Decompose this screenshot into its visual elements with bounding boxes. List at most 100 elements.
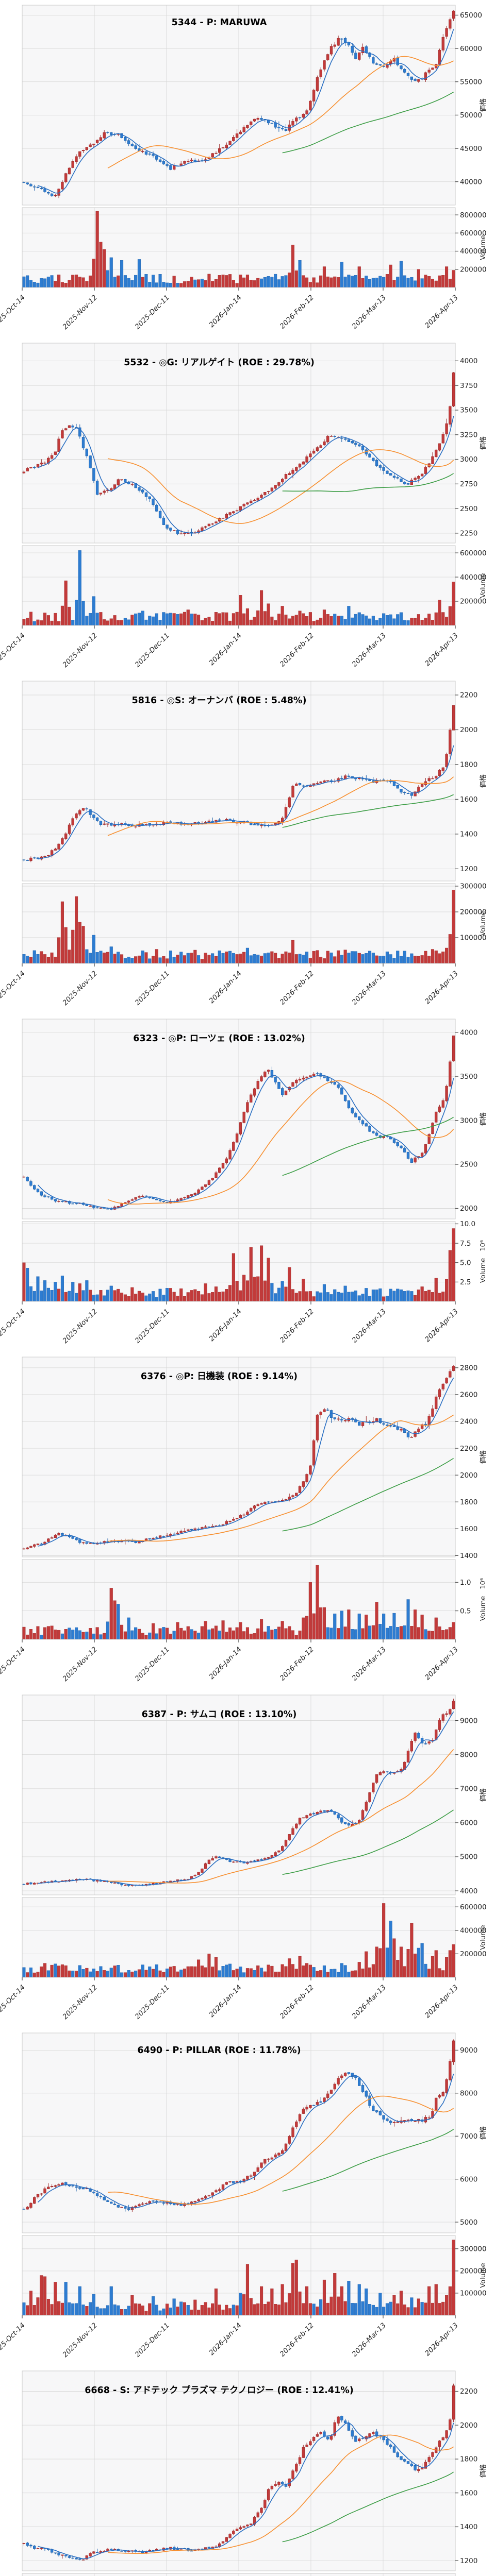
svg-text:2250: 2250	[460, 530, 477, 538]
svg-text:100000: 100000	[460, 934, 487, 942]
stock-chart-6668: 6668 - S: アドテック プラズマ テクノロジー (ROE : 12.41…	[0, 2366, 495, 2576]
svg-text:400000: 400000	[460, 1927, 487, 1935]
svg-text:2026-Jan-14: 2026-Jan-14	[207, 2321, 243, 2357]
svg-text:Volume 10⁶: Volume 10⁶	[480, 1240, 487, 1283]
svg-text:6000: 6000	[460, 1819, 477, 1827]
stock-chart-6323: 6323 - ◎P: ローツェ (ROE : 13.02%) 2000 2500 3…	[0, 1014, 495, 1352]
svg-text:200000: 200000	[460, 598, 487, 606]
svg-text:1200: 1200	[460, 865, 477, 873]
svg-text:2025-Nov-12: 2025-Nov-12	[61, 970, 99, 1007]
svg-text:200000: 200000	[460, 908, 487, 917]
svg-text:1200: 1200	[460, 2557, 477, 2565]
svg-text:6000: 6000	[460, 2175, 477, 2183]
stock-chart-6387: 6387 - P: サムコ (ROE : 13.10%) 4000 5000 600…	[0, 1690, 495, 2028]
chart-canvas: 2250 2500 2750 3000 3250 3500 3750 4000 200000 40…	[0, 338, 495, 676]
svg-text:2025-Nov-12: 2025-Nov-12	[61, 1308, 99, 1345]
svg-text:1800: 1800	[460, 2455, 477, 2464]
svg-text:価格: 価格	[479, 98, 487, 112]
svg-text:8000: 8000	[460, 1751, 477, 1759]
svg-text:3000: 3000	[460, 1116, 477, 1125]
svg-text:2026-Apr-13: 2026-Apr-13	[423, 1308, 460, 1344]
svg-text:価格: 価格	[479, 1112, 487, 1126]
svg-text:2025-Oct-14: 2025-Oct-14	[0, 1984, 27, 2020]
svg-text:5000: 5000	[460, 2218, 477, 2227]
svg-text:1600: 1600	[460, 2489, 477, 2497]
chart-canvas: 1400 1600 1800 2000 2200 2400 2600 2800 0.5 1.0 20…	[0, 1352, 495, 1690]
svg-text:4000: 4000	[460, 357, 477, 365]
svg-text:Volume: Volume	[480, 911, 487, 936]
svg-text:価格: 価格	[479, 2464, 487, 2478]
svg-text:2025-Dec-11: 2025-Dec-11	[134, 1308, 171, 1345]
svg-text:2200: 2200	[460, 2387, 477, 2396]
svg-text:2025-Oct-14: 2025-Oct-14	[0, 632, 27, 668]
svg-text:Volume: Volume	[480, 235, 487, 260]
stock-chart-6376: 6376 - ◎P: 日機装 (ROE : 9.14%) 1400 1600 180…	[0, 1352, 495, 1690]
svg-text:60000: 60000	[460, 45, 482, 53]
svg-text:300000: 300000	[460, 2245, 487, 2253]
svg-text:45000: 45000	[460, 145, 482, 153]
svg-text:Volume: Volume	[480, 2263, 487, 2287]
stock-chart-5344: 5344 - P: MARUWA 40000 45000 50000 55000 600…	[0, 0, 495, 338]
stock-chart-5816: 5816 - ◎S: オーナンバ (ROE : 5.48%) 1200 1400 1…	[0, 676, 495, 1014]
svg-text:8000: 8000	[460, 2090, 477, 2098]
svg-text:2.5: 2.5	[460, 1278, 471, 1286]
chart-canvas: 1200140016001800200022001000002000003000…	[0, 2366, 495, 2576]
svg-text:2025-Oct-14: 2025-Oct-14	[0, 2321, 27, 2358]
svg-text:価格: 価格	[479, 1788, 487, 1802]
svg-text:2026-Jan-14: 2026-Jan-14	[207, 970, 243, 1005]
svg-text:価格: 価格	[479, 774, 487, 788]
svg-text:600000: 600000	[460, 549, 487, 557]
svg-text:2026-Mar-13: 2026-Mar-13	[351, 970, 388, 1007]
svg-text:2026-Jan-14: 2026-Jan-14	[207, 294, 243, 329]
chart-canvas: 4000 5000 6000 7000 8000 9000 200000 400000 6000…	[0, 1690, 495, 2028]
svg-text:2026-Feb-12: 2026-Feb-12	[278, 2321, 316, 2359]
svg-text:価格: 価格	[479, 436, 487, 450]
svg-text:55000: 55000	[460, 78, 482, 86]
svg-text:Volume: Volume	[480, 573, 487, 598]
stock-chart-6490: 6490 - P: PILLAR (ROE : 11.78%) 5000 6000…	[0, 2028, 495, 2366]
svg-text:2200: 2200	[460, 1445, 477, 1453]
svg-text:2025-Nov-12: 2025-Nov-12	[61, 294, 99, 331]
svg-text:2026-Mar-13: 2026-Mar-13	[351, 1646, 388, 1683]
svg-text:Volume: Volume	[480, 1925, 487, 1950]
svg-text:5000: 5000	[460, 1853, 477, 1861]
svg-text:400000: 400000	[460, 247, 487, 256]
svg-text:40000: 40000	[460, 178, 482, 186]
svg-text:1600: 1600	[460, 1525, 477, 1533]
svg-text:2026-Mar-13: 2026-Mar-13	[351, 294, 388, 331]
svg-text:2000: 2000	[460, 2421, 477, 2430]
svg-text:7000: 7000	[460, 2132, 477, 2141]
svg-text:2025-Dec-11: 2025-Dec-11	[134, 2321, 171, 2359]
svg-text:2025-Nov-12: 2025-Nov-12	[61, 2321, 99, 2359]
svg-text:9000: 9000	[460, 1717, 477, 1725]
svg-text:300000: 300000	[460, 883, 487, 891]
svg-text:価格: 価格	[479, 2126, 487, 2140]
stock-chart-5532: 5532 - ◎G: リアルゲイト (ROE : 29.78%) 2250 250…	[0, 338, 495, 676]
svg-text:2025-Nov-12: 2025-Nov-12	[61, 1984, 99, 2021]
svg-text:5.0: 5.0	[460, 1259, 471, 1267]
svg-text:4000: 4000	[460, 1887, 477, 1895]
chart-canvas: 2000 2500 3000 3500 4000 2.5 5.0 7.5 10.0 2025-Oc…	[0, 1014, 495, 1352]
svg-text:2026-Jan-14: 2026-Jan-14	[207, 1984, 243, 2019]
svg-text:2026-Jan-14: 2026-Jan-14	[207, 632, 243, 667]
svg-text:10.0: 10.0	[460, 1220, 475, 1228]
chart-canvas: 40000 45000 50000 55000 60000 65000 200000 4000…	[0, 0, 495, 338]
svg-text:2026-Feb-12: 2026-Feb-12	[278, 970, 316, 1007]
svg-text:800000: 800000	[460, 211, 487, 219]
svg-text:200000: 200000	[460, 2267, 487, 2276]
svg-text:3500: 3500	[460, 1073, 477, 1081]
svg-text:200000: 200000	[460, 1950, 487, 1958]
svg-text:2500: 2500	[460, 505, 477, 513]
svg-text:2026-Mar-13: 2026-Mar-13	[351, 2321, 388, 2359]
svg-text:2000: 2000	[460, 1205, 477, 1213]
svg-text:2026-Apr-13: 2026-Apr-13	[423, 632, 460, 668]
svg-text:2800: 2800	[460, 1364, 477, 1372]
svg-text:400000: 400000	[460, 573, 487, 582]
svg-text:0.5: 0.5	[460, 1607, 471, 1615]
svg-text:Volume 10⁶: Volume 10⁶	[480, 1578, 487, 1621]
svg-text:2200: 2200	[460, 691, 477, 700]
svg-text:2500: 2500	[460, 1161, 477, 1169]
svg-text:2026-Apr-13: 2026-Apr-13	[423, 1646, 460, 1682]
svg-text:2025-Nov-12: 2025-Nov-12	[61, 632, 99, 669]
